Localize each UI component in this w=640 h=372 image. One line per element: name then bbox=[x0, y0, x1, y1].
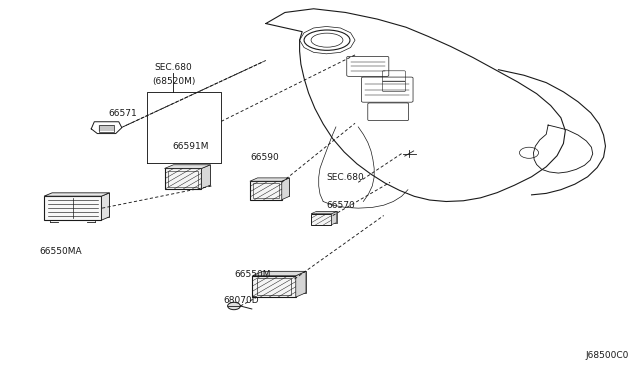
Circle shape bbox=[228, 302, 241, 310]
Polygon shape bbox=[332, 211, 337, 225]
Polygon shape bbox=[252, 271, 306, 276]
Text: 66591M: 66591M bbox=[172, 142, 209, 151]
Polygon shape bbox=[282, 178, 289, 200]
Bar bbox=[311, 214, 332, 225]
Bar bbox=[250, 181, 282, 200]
Text: SEC.680: SEC.680 bbox=[326, 173, 364, 182]
Bar bbox=[168, 171, 198, 186]
Polygon shape bbox=[101, 193, 109, 220]
Bar bbox=[173, 165, 211, 185]
Bar bbox=[44, 196, 101, 220]
Text: J68500C0: J68500C0 bbox=[586, 350, 629, 359]
Bar bbox=[253, 183, 278, 198]
Bar bbox=[164, 169, 202, 189]
Polygon shape bbox=[250, 178, 289, 181]
Bar bbox=[252, 276, 296, 297]
Bar bbox=[257, 278, 291, 295]
Text: SEC.680: SEC.680 bbox=[155, 62, 192, 71]
Text: 68070D: 68070D bbox=[223, 296, 259, 305]
Text: 66570: 66570 bbox=[326, 201, 355, 210]
Polygon shape bbox=[44, 193, 109, 196]
Polygon shape bbox=[202, 165, 211, 189]
Text: 66571: 66571 bbox=[108, 109, 137, 118]
Polygon shape bbox=[296, 271, 306, 297]
Text: (68520M): (68520M) bbox=[152, 77, 195, 86]
Bar bbox=[52, 193, 109, 217]
Polygon shape bbox=[164, 165, 211, 169]
Bar bbox=[262, 271, 306, 293]
Text: 66550M: 66550M bbox=[234, 270, 271, 279]
Bar bbox=[316, 211, 337, 222]
Text: 66550MA: 66550MA bbox=[40, 247, 83, 256]
Bar bbox=[257, 178, 289, 196]
Polygon shape bbox=[311, 211, 337, 214]
Text: 66590: 66590 bbox=[250, 153, 278, 162]
Bar bbox=[99, 125, 114, 132]
